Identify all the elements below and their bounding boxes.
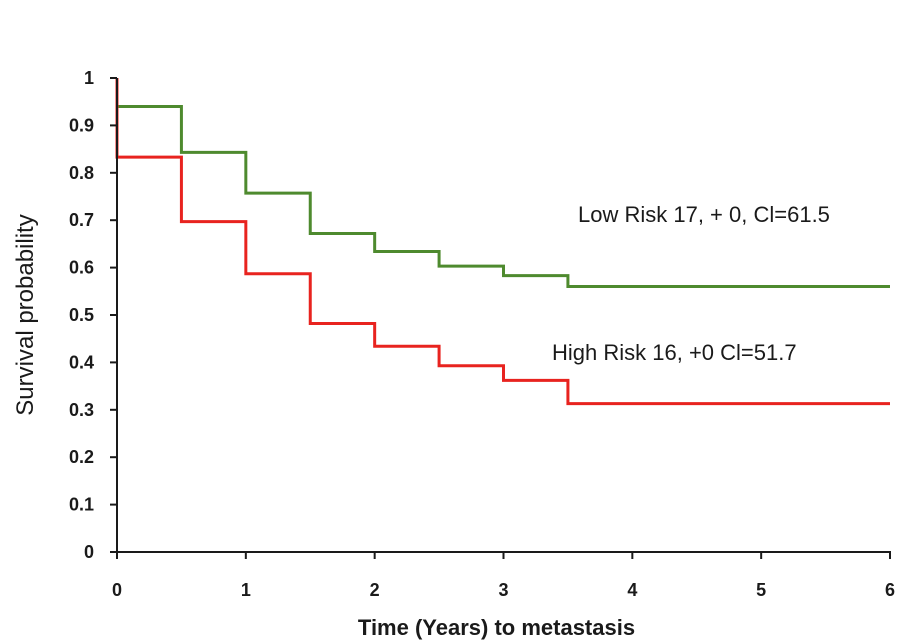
x-tick-label: 3 [498,580,508,600]
x-tick-label: 1 [241,580,251,600]
y-tick-label: 0.8 [69,163,94,183]
high-risk-annotation: High Risk 16, +0 Cl=51.7 [552,340,797,365]
y-tick-label: 0.5 [69,305,94,325]
y-tick-label: 0 [84,542,94,562]
x-tick-label: 6 [885,580,895,600]
ticks-group: 0 0.1 0.2 0.3 0.4 0.5 0.6 0.7 0.8 0.9 1 0 1 2 3 4 5 6 [69,68,895,600]
y-tick-label: 0.6 [69,258,94,278]
x-axis-title: Time (Years) to metastasis [358,615,635,640]
x-tick-label: 0 [112,580,122,600]
axes-group [116,78,891,553]
x-tick-label: 5 [756,580,766,600]
x-tick-label: 2 [370,580,380,600]
y-axis-title: Survival probability [12,214,39,415]
high-risk-curve [115,78,890,406]
x-tick-label: 4 [627,580,637,600]
curves-group [115,78,890,406]
low-risk-annotation: Low Risk 17, + 0, Cl=61.5 [578,202,830,227]
low-risk-curve [115,78,890,289]
y-tick-label: 0.1 [69,495,94,515]
y-tick-label: 1 [84,68,94,88]
y-tick-label: 0.9 [69,115,94,135]
y-tick-label: 0.2 [69,447,94,467]
y-tick-label: 0.4 [69,352,94,372]
y-tick-label: 0.7 [69,210,94,230]
y-tick-label: 0.3 [69,400,94,420]
